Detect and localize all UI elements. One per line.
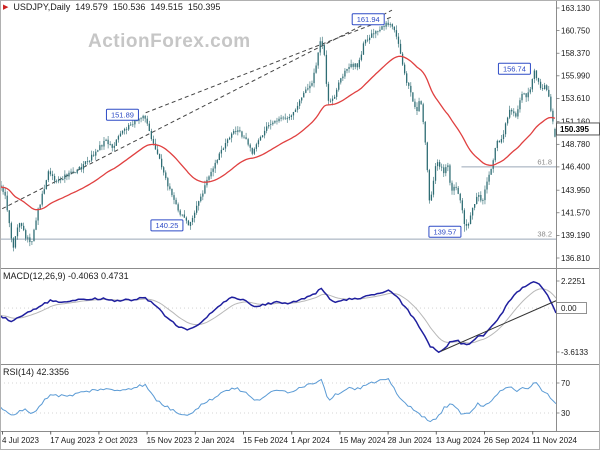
price-axis-label: 155.990 bbox=[561, 72, 590, 81]
x-axis-label: 28 Jun 2024 bbox=[388, 436, 433, 445]
price-axis-label: 143.950 bbox=[561, 186, 590, 195]
x-axis-label: 15 Feb 2024 bbox=[243, 436, 288, 445]
price-annotation-label: 140.25 bbox=[155, 221, 178, 230]
macd-axis-label: 2.2251 bbox=[561, 277, 586, 286]
price-annotation-label: 161.94 bbox=[357, 15, 380, 24]
x-axis-label: 1 Apr 2024 bbox=[291, 436, 330, 445]
rsi-axis-label: 70 bbox=[561, 379, 570, 388]
macd-axis-label: -3.6133 bbox=[561, 348, 589, 357]
price-direction-icon: ▶ bbox=[3, 3, 9, 11]
macd-line bbox=[0, 281, 557, 354]
rsi-panel bbox=[0, 377, 557, 423]
x-axis-label: 11 Nov 2024 bbox=[532, 436, 577, 445]
price-axis: 163.130 160.750 158.370 155.990 153.610 151.1… bbox=[556, 4, 600, 263]
price-axis-label: 148.780 bbox=[561, 140, 590, 149]
macd-panel bbox=[0, 281, 557, 354]
price-annotation-box bbox=[497, 62, 531, 75]
x-axis-label: 15 Nov 2023 bbox=[147, 436, 193, 445]
price-axis-label: 141.570 bbox=[561, 209, 590, 218]
fib-level-label: 61.8 bbox=[537, 157, 552, 166]
fib-level-label: 38.2 bbox=[537, 230, 552, 239]
price-axis-label: 146.400 bbox=[561, 163, 590, 172]
x-axis-label: 26 Sep 2024 bbox=[484, 436, 530, 445]
price-axis-label: 151.160 bbox=[561, 117, 590, 126]
ma-layer bbox=[0, 55, 556, 211]
quote-close: 150.395 bbox=[187, 2, 221, 12]
price-annotation-box bbox=[428, 225, 462, 238]
macd-trendline bbox=[440, 300, 557, 352]
x-axis-label: 4 Jul 2023 bbox=[2, 436, 39, 445]
price-annotation-label: 156.74 bbox=[503, 64, 526, 73]
moving-average-line bbox=[0, 55, 556, 211]
price-axis-label: 153.610 bbox=[561, 94, 590, 103]
price-axis-label: 160.750 bbox=[561, 26, 590, 35]
x-axis-label: 2 Oct 2023 bbox=[98, 436, 138, 445]
quote-high: 150.536 bbox=[112, 2, 146, 12]
x-axis: 4 Jul 2023 17 Aug 2023 2 Oct 2023 15 Nov 20… bbox=[2, 431, 578, 445]
price-annotation-label: 139.57 bbox=[433, 228, 456, 237]
price-axis-label: 139.190 bbox=[561, 231, 590, 240]
x-axis-label: 15 May 2024 bbox=[339, 436, 386, 445]
x-axis-label: 17 Aug 2023 bbox=[50, 436, 95, 445]
macd-indicator-label: MACD(12,26,9) -0.4063 0.4731 bbox=[3, 271, 129, 281]
rsi-axis-label: 30 bbox=[561, 409, 570, 418]
x-axis-label: 13 Aug 2024 bbox=[436, 436, 481, 445]
price-annotation-box bbox=[351, 13, 385, 26]
current-price-label: 150.395 bbox=[560, 125, 589, 134]
fib-levels: 61.8 38.2 bbox=[0, 157, 556, 240]
quote-low: 149.515 bbox=[150, 2, 183, 12]
price-axis-label: 158.370 bbox=[561, 49, 590, 58]
watermark: ActionForex.com bbox=[88, 31, 251, 52]
rsi-indicator-label: RSI(14) 42.3356 bbox=[3, 367, 70, 377]
quote-bar: ▶ USDJPY,Daily 149.579 150.536 149.515 1… bbox=[3, 2, 220, 12]
macd-signal-line bbox=[0, 288, 557, 344]
price-annotation-label: 151.89 bbox=[111, 111, 134, 120]
macd-axis-label: 0.00 bbox=[561, 304, 577, 313]
x-axis-label: 2 Jan 2024 bbox=[195, 436, 235, 445]
quote-open: 149.579 bbox=[75, 2, 108, 12]
macd-axis: 2.2251 0.00 -3.6133 bbox=[556, 277, 589, 357]
annotation-boxes: 161.94 156.74 151.89 140.25 139.57 bbox=[105, 13, 531, 238]
price-annotation-box bbox=[105, 108, 139, 121]
price-axis-label: 163.130 bbox=[561, 4, 590, 13]
rsi-axis: 70 30 bbox=[556, 379, 570, 418]
price-axis-label: 136.810 bbox=[561, 254, 590, 263]
price-annotation-box bbox=[150, 219, 184, 232]
candlestick-series bbox=[0, 19, 556, 252]
symbol-timeframe: USDJPY,Daily bbox=[13, 2, 71, 12]
rsi-line bbox=[0, 377, 557, 423]
